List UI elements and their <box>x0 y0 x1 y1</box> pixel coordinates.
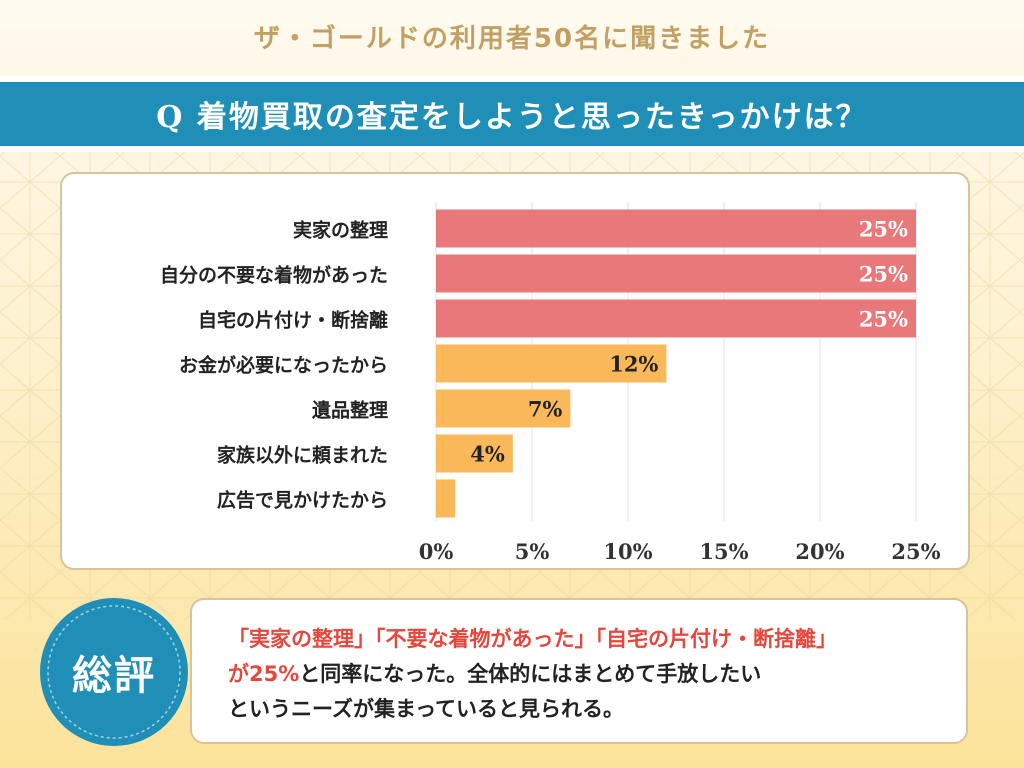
data-label: 25% <box>859 307 908 332</box>
data-label: 7% <box>528 397 563 422</box>
summary-highlight: が25% <box>228 662 300 686</box>
bar <box>436 254 916 293</box>
category-label: 実家の整理 <box>293 219 388 242</box>
bar <box>436 344 667 383</box>
summary-text: 「実家の整理」「不要な着物があった」「自宅の片付け・断捨離」 が25%と同率にな… <box>228 622 958 727</box>
bar <box>436 389 571 428</box>
data-label: 4% <box>470 442 505 467</box>
badge-circle <box>40 598 188 746</box>
summary-line-2: が25%と同率になった。全体的にはまとめて手放したい <box>228 657 958 692</box>
chart-panel: 0% 5% 10% 15% 20% 25% 実家の整理 25% 自分の不要な着物があった 25% 自… <box>60 172 970 570</box>
badge-label: 総評 <box>72 653 156 699</box>
x-tick-label: 20% <box>795 539 844 564</box>
page-subtitle: ザ・ゴールドの利用者50名に聞きました <box>253 24 771 54</box>
data-label: 25% <box>859 217 908 242</box>
category-label: 遺品整理 <box>312 399 388 422</box>
data-label: 25% <box>859 262 908 287</box>
x-tick-label: 0% <box>419 539 454 564</box>
bar <box>436 209 916 248</box>
category-label: 家族以外に頼まれた <box>217 444 388 467</box>
category-label: お金が必要になったから <box>179 354 388 377</box>
category-label: 広告で見かけたから <box>217 489 388 512</box>
summary-line-2-rest: と同率になった。全体的にはまとめて手放したい <box>299 662 762 686</box>
question-banner: Q 着物買取の査定をしようと思ったきっかけは？ <box>0 76 1024 152</box>
data-label: 12% <box>609 352 658 377</box>
bar <box>436 479 456 518</box>
category-label: 自宅の片付け・断捨離 <box>198 309 388 332</box>
bar <box>436 299 916 338</box>
bar-chart: 0% 5% 10% 15% 20% 25% 実家の整理 25% 自分の不要な着物があった 25% 自… <box>160 202 941 564</box>
category-label: 自分の不要な着物があった <box>160 264 388 287</box>
x-tick-label: 15% <box>699 539 748 564</box>
x-tick-label: 5% <box>515 539 550 564</box>
summary-panel: 「実家の整理」「不要な着物があった」「自宅の片付け・断捨離」 が25%と同率にな… <box>190 598 968 744</box>
summary-line-3: というニーズが集まっていると見られる。 <box>228 697 625 721</box>
x-tick-label: 10% <box>603 539 652 564</box>
summary-badge <box>40 598 188 746</box>
summary-line-1: 「実家の整理」「不要な着物があった」「自宅の片付け・断捨離」 <box>228 627 837 651</box>
bar <box>436 434 513 473</box>
x-tick-label: 25% <box>891 539 940 564</box>
question-title: Q 着物買取の査定をしようと思ったきっかけは？ <box>0 82 1024 146</box>
badge-ring <box>47 605 181 739</box>
